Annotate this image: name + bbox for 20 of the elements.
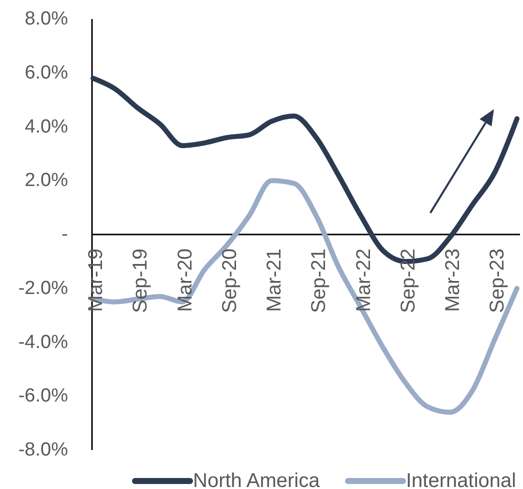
y-tick-label: 8.0%	[24, 8, 68, 30]
x-tick-label: Mar-19	[85, 248, 107, 312]
y-tick-label: -2.0%	[18, 278, 68, 299]
y-tick-label: 4.0%	[24, 116, 68, 138]
x-tick-label: Mar-21	[264, 248, 286, 312]
y-tick-label: 2.0%	[24, 170, 68, 192]
x-tick-label: Mar-20	[174, 248, 196, 312]
x-tick-label: Sep-23	[486, 248, 509, 313]
y-tick-label: -	[62, 224, 68, 245]
y-tick-label: -4.0%	[18, 332, 68, 353]
y-tick-label: -8.0%	[18, 440, 68, 460]
y-tick-label: -6.0%	[18, 386, 68, 407]
y-tick-label: 6.0%	[24, 62, 68, 84]
x-tick-label: Sep-19	[130, 248, 152, 313]
x-tick-label: Mar-23	[442, 248, 464, 312]
x-tick-label: Mar-22	[352, 248, 375, 312]
legend-label: North America	[193, 470, 321, 489]
x-tick-label: Sep-21	[308, 248, 330, 313]
x-tick-label: Sep-20	[218, 248, 241, 313]
legend-label: International	[406, 470, 516, 489]
